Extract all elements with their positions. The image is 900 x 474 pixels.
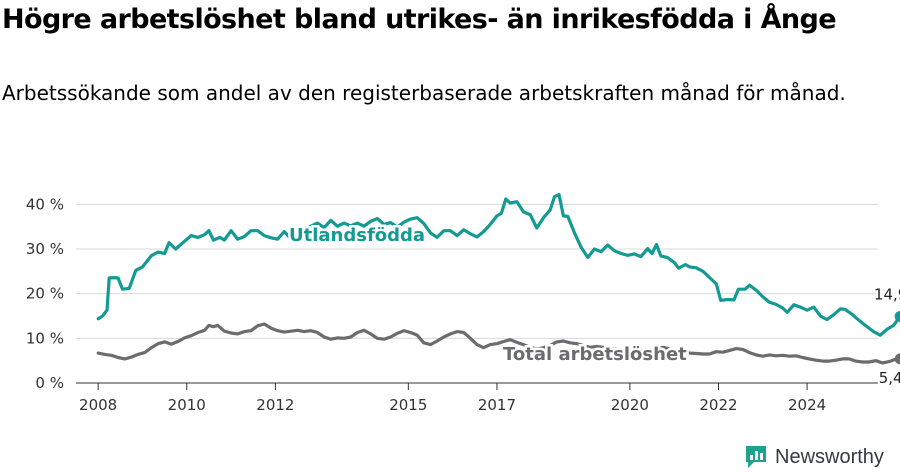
brand-name: Newsworthy xyxy=(775,445,884,468)
bar-chart-icon xyxy=(746,446,766,468)
series-line-total xyxy=(96,322,900,365)
series-label-utlandsfodda: Utlandsfödda xyxy=(289,225,425,246)
x-tick-label: 2022 xyxy=(699,396,737,414)
chart-title: Högre arbetslöshet bland utrikes- än inr… xyxy=(2,4,837,35)
x-axis: 2008 2010 2012 2015 2017 2020 2022 2024 xyxy=(76,382,878,414)
x-tick-label: 2020 xyxy=(611,396,649,414)
x-tick-label: 2008 xyxy=(79,396,117,414)
newsworthy-logo: Newsworthy xyxy=(744,444,884,470)
y-tick-label: 30 % xyxy=(26,240,64,258)
x-tick-label: 2010 xyxy=(168,396,206,414)
series-lines xyxy=(96,192,900,365)
y-tick-label: 0 % xyxy=(35,374,64,392)
x-tick-label: 2015 xyxy=(389,396,427,414)
end-label-utlandsfodda: 14,9 % xyxy=(874,285,900,303)
y-axis: 0 % 10 % 20 % 30 % 40 % xyxy=(26,195,64,392)
chart-subtitle: Arbetssökande som andel av den registerb… xyxy=(2,81,846,105)
series-end-point xyxy=(894,353,900,365)
series-line-utlandsfodda xyxy=(96,192,900,337)
x-tick-label: 2017 xyxy=(478,396,516,414)
y-tick-label: 10 % xyxy=(26,329,64,347)
y-tick-label: 40 % xyxy=(26,195,64,213)
grid-lines xyxy=(76,203,878,339)
x-tick-label: 2012 xyxy=(256,396,294,414)
y-tick-label: 20 % xyxy=(26,285,64,303)
end-label-total: 5,4 % xyxy=(879,369,900,387)
x-tick-label: 2024 xyxy=(788,396,826,414)
series-end-point xyxy=(894,310,900,322)
series-labels: Utlandsfödda Total arbetslöshet 14,9 % 5,4 … xyxy=(287,223,900,389)
series-label-total: Total arbetslöshet xyxy=(503,344,687,365)
